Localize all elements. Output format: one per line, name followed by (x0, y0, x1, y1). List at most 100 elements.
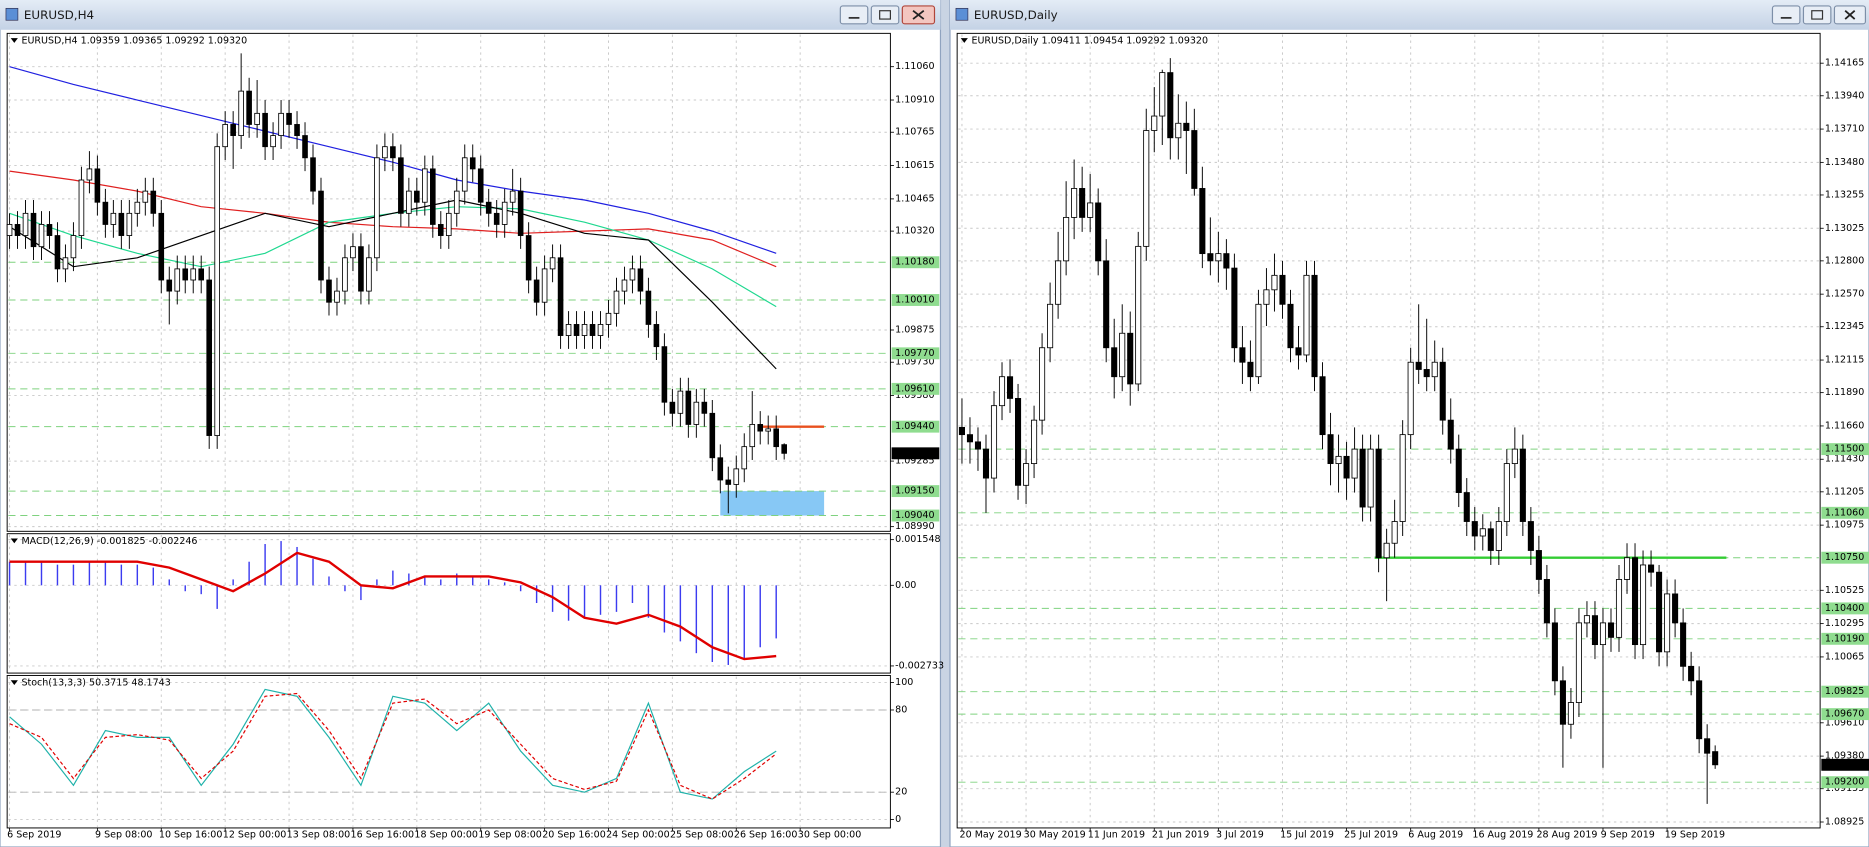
y-tick-label: 20 (895, 787, 907, 798)
y-tick-label: 1.10615 (895, 160, 934, 171)
candle-body (1175, 122, 1182, 139)
candle-body (629, 268, 636, 281)
candle-body (230, 124, 236, 136)
candle-body (134, 201, 141, 214)
close-icon (912, 10, 925, 20)
level-label-box (891, 485, 940, 498)
candle-body (174, 268, 181, 292)
x-tick-label: 20 May 2019 (960, 830, 1022, 841)
header-arrow (10, 680, 18, 685)
candle-body (1712, 751, 1719, 766)
level-label: 1.09440 (895, 421, 934, 432)
candle-body (1359, 448, 1366, 508)
candle-body (1615, 579, 1623, 638)
level-label: 1.09610 (895, 383, 934, 394)
x-tick-label: 3 Jul 2019 (1216, 830, 1264, 841)
candle-body (430, 168, 436, 225)
candle-body (1519, 448, 1526, 522)
candle-body (1495, 521, 1502, 551)
x-tick-label: 26 Sep 16:00 (734, 830, 798, 841)
y-tick-label: 1.13480 (1825, 157, 1864, 168)
panel-header: EURUSD,H4 1.09359 1.09365 1.09292 1.0932… (21, 36, 247, 47)
candle-body (541, 268, 548, 303)
candle-body (1423, 369, 1430, 378)
candle-body (414, 190, 420, 203)
candle-body (366, 257, 372, 292)
level-label: 1.11500 (1825, 444, 1864, 455)
candle-body (1439, 361, 1446, 421)
candle-body (1247, 361, 1254, 378)
y-tick-label: 1.14165 (1825, 58, 1864, 69)
level-label-box (1821, 443, 1869, 456)
candle-body (46, 224, 53, 236)
x-tick-label: 13 Sep 08:00 (287, 830, 351, 841)
candle-body (509, 190, 516, 203)
x-tick-label: 20 Sep 16:00 (542, 830, 606, 841)
level-label: 1.11060 (1825, 507, 1864, 518)
candle-body (1367, 448, 1374, 508)
level-label: 1.09150 (895, 486, 934, 497)
level-label-box (1821, 776, 1869, 789)
candle-body (278, 112, 284, 136)
x-tick-label: 11 Jun 2019 (1088, 830, 1145, 841)
y-tick-label: 1.10295 (1825, 618, 1864, 629)
candle-body (1623, 557, 1631, 580)
candle-body (158, 212, 165, 281)
candle-body (1151, 115, 1158, 131)
candle-body (966, 434, 974, 443)
candle-body (485, 201, 492, 214)
title-bar (949, 0, 1869, 30)
level-label: 1.10180 (895, 257, 934, 268)
candle-body (1583, 615, 1590, 624)
candle-body (110, 212, 117, 225)
candle-body (150, 190, 157, 214)
y-tick-label: 1.10975 (1825, 520, 1864, 531)
candle-body (1223, 253, 1230, 269)
candle-body (270, 135, 276, 148)
maximize-button[interactable] (1802, 5, 1832, 25)
candle-body (326, 279, 332, 303)
y-tick-label: 1.09155 (1825, 783, 1864, 794)
panel-header: Stoch(13,3,3) 50.3715 48.1743 (21, 678, 170, 689)
candle-body (453, 190, 460, 214)
candle-body (94, 168, 101, 203)
candle-body (493, 212, 500, 225)
x-tick-label: 15 Jul 2019 (1280, 830, 1334, 841)
y-tick-label: 1.13255 (1825, 189, 1864, 200)
candle-body (1640, 564, 1647, 646)
header-arrow (960, 38, 968, 43)
candle-body (1383, 542, 1390, 559)
candle-body (1431, 361, 1438, 378)
candle-body (445, 212, 452, 236)
window-title: EURUSD,Daily (974, 8, 1058, 22)
y-tick-label: 1.11660 (1825, 420, 1864, 431)
candle-body (709, 412, 716, 459)
candle-body (246, 90, 252, 125)
candle-body (1335, 455, 1342, 465)
candle-body (982, 448, 990, 479)
minimize-button[interactable] (839, 5, 869, 25)
plot-area (6, 674, 891, 829)
x-tick-label: 24 Sep 00:00 (606, 830, 670, 841)
candle-body (677, 390, 684, 414)
candle-body (1696, 680, 1703, 740)
candle-body (142, 190, 149, 203)
candle-body (974, 441, 982, 450)
candle-body (422, 168, 428, 203)
candle-body (998, 376, 1006, 407)
level-label: 1.09670 (1825, 709, 1864, 720)
candle-body (1479, 528, 1486, 537)
candle-body (1295, 347, 1302, 356)
y-tick-label: 1.12800 (1825, 255, 1864, 266)
candle-body (166, 279, 173, 292)
y-tick-label: 80 (895, 704, 907, 715)
candle-body (637, 268, 644, 292)
candle-body (1527, 521, 1534, 551)
maximize-button[interactable] (870, 5, 900, 25)
candle-body (517, 190, 524, 236)
candle-body (1551, 622, 1558, 682)
candle-body (374, 157, 380, 259)
candle-body (1455, 448, 1462, 493)
minimize-button[interactable] (1771, 5, 1801, 25)
